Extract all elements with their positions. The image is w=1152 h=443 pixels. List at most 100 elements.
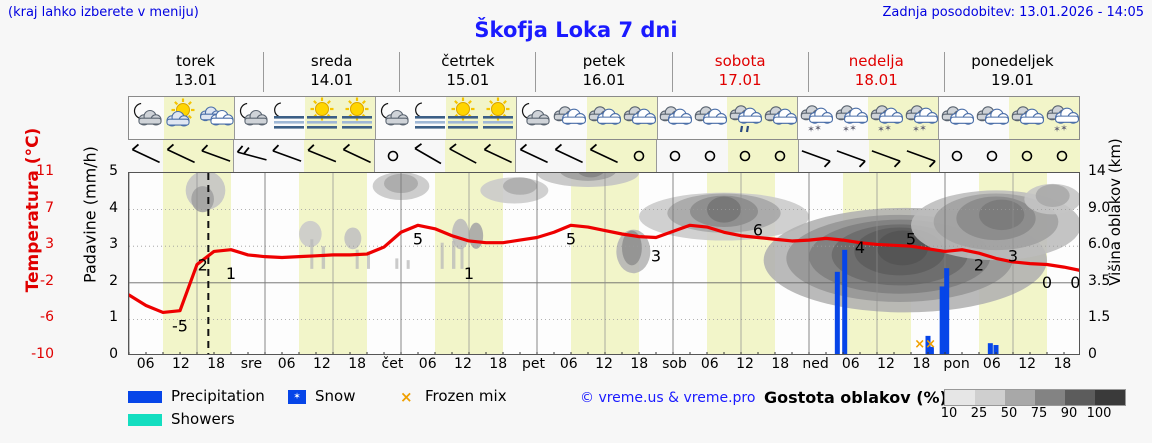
wind-barb-icon [131, 143, 160, 164]
day-name: nedelja [848, 52, 904, 70]
wind-barb-icon [342, 143, 371, 164]
wind-barb-icon [236, 145, 267, 161]
moon-cloud-icon [129, 97, 165, 139]
day-header-torek: torek 13.01 [128, 52, 263, 92]
x-tick-label: 12 [454, 356, 472, 372]
wind-barb-cell [975, 140, 1010, 172]
day-date: 17.01 [718, 71, 762, 89]
x-tick-label: 06 [982, 356, 1001, 372]
density-tick-label: 75 [1030, 406, 1048, 421]
temperature-value-label: 5 [906, 229, 916, 248]
weather-icon-cell [129, 97, 164, 139]
precipitation-tick: 4 [109, 199, 118, 216]
cloud-icon [656, 97, 694, 139]
sun-fog-icon [338, 97, 376, 139]
calm-wind-icon [774, 150, 786, 162]
x-tick-label: 06 [418, 356, 437, 372]
wind-barb-icon [801, 150, 831, 168]
weather-icon-cell [411, 97, 446, 139]
x-tick-label: 12 [313, 356, 331, 372]
weather-icon-cell [162, 97, 200, 139]
wind-barb-strip [128, 140, 1080, 172]
precipitation-tick: 2 [109, 272, 118, 289]
weather-icon-cell [338, 97, 376, 139]
cloud-icon [761, 97, 799, 139]
x-tick-label: 12 [171, 356, 190, 372]
density-swatch [975, 390, 1005, 405]
day-header-sreda: sreda 14.01 [263, 52, 399, 92]
day-name: sobota [714, 52, 766, 70]
wind-barb-cell [1044, 140, 1080, 172]
wind-barb-icon [836, 150, 866, 168]
calm-wind-icon [1021, 150, 1033, 162]
cloud-icon [938, 97, 976, 139]
day-name: petek [582, 52, 626, 70]
cloud-height-tick: 1.5 [1088, 309, 1111, 326]
cloud-snow-icon: ✶ ✶ [867, 97, 905, 139]
weather-icon-cell [656, 97, 694, 139]
cloud-snow-icon: ✶ ✶ [1043, 97, 1079, 139]
day-date: 15.01 [446, 71, 490, 89]
moon-cloud-icon [374, 97, 412, 139]
temperature-tick: -2 [40, 272, 54, 289]
wind-barb-icon [200, 144, 230, 162]
density-tick-label: 25 [970, 406, 988, 421]
day-name: četrtek [441, 52, 495, 70]
temperature-tick: 11 [36, 163, 54, 179]
moon-cloud-icon [233, 97, 271, 139]
wind-barb-cell [938, 140, 975, 172]
x-tick-label: 12 [736, 356, 754, 372]
density-tick-label: 50 [1000, 406, 1018, 421]
svg-text:✶: ✶ [1060, 124, 1068, 134]
x-tick-label: 06 [841, 356, 860, 372]
wind-barb-cell [762, 140, 798, 172]
wind-barb-cell [410, 140, 445, 172]
weather-icon-cell: ✶ ✶ [1044, 97, 1079, 139]
temperature-value-label: -5 [172, 316, 188, 335]
wind-barb-cell [834, 140, 869, 172]
calm-wind-icon [704, 150, 716, 162]
day-date: 16.01 [582, 71, 626, 89]
temperature-value-label: 2 [198, 255, 208, 274]
weather-icon-cell [233, 97, 271, 139]
svg-text:✶: ✶ [807, 125, 815, 135]
cloud-height-tick: 0 [1088, 346, 1097, 362]
frozen-mix-marker: ×× [914, 337, 936, 352]
wind-barb-cell [797, 140, 834, 172]
density-swatch [1065, 390, 1095, 405]
x-tick-label: 06 [700, 356, 719, 372]
cloud-icon [550, 97, 588, 139]
legend-frozen-mix-label: Frozen mix [425, 387, 507, 405]
day-date: 19.01 [990, 71, 1034, 89]
temperature-value-label: 3 [651, 247, 661, 266]
calm-wind-icon [387, 150, 399, 162]
wind-barb-cell [374, 140, 410, 172]
svg-text:✶: ✶ [884, 124, 892, 134]
day-header-četrtek: četrtek 15.01 [399, 52, 535, 92]
precipitation-tick: 3 [109, 236, 118, 253]
temperature-tick: -10 [31, 346, 54, 362]
showers-swatch [128, 413, 162, 426]
sun-cloud-icon [162, 97, 200, 139]
density-swatch [1035, 390, 1065, 405]
x-tick-label: 12 [595, 356, 613, 372]
temperature-value-label: 4 [855, 238, 865, 257]
precipitation-tick: 5 [109, 163, 118, 179]
precipitation-swatch [128, 390, 162, 403]
temperature-tick: -6 [40, 309, 54, 326]
density-tick-label: 100 [1086, 406, 1112, 421]
weather-icon-cell [974, 97, 1009, 139]
calm-wind-icon [951, 150, 963, 162]
temperature-value-label: 1 [464, 264, 474, 283]
cloud-icon [691, 97, 729, 139]
wind-barb-icon [871, 150, 901, 168]
calm-wind-icon [1057, 150, 1068, 162]
day-name: ponedeljek [971, 52, 1054, 70]
density-swatch [945, 390, 975, 405]
precipitation-tick: 0 [109, 346, 118, 362]
temperature-value-label: 1 [226, 264, 236, 283]
copyright-text[interactable]: © vreme.us & vreme.pro [580, 390, 756, 406]
legend-snow: Snow [288, 387, 355, 405]
weather-icon-cell [727, 97, 763, 139]
weather-icon-cell: ✶ ✶ [867, 97, 905, 139]
